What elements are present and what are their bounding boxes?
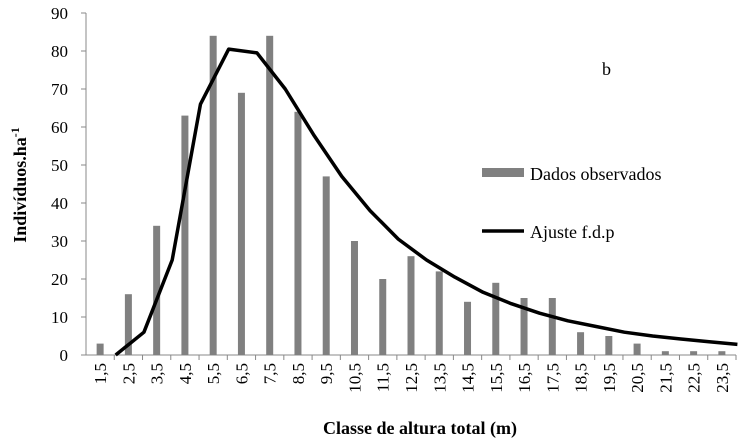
fit-line: [114, 47, 738, 357]
y-tick-label: 70: [51, 80, 68, 99]
x-tick-label: 21,5: [656, 363, 675, 393]
x-tick-label: 4,5: [176, 363, 195, 384]
x-tick-label: 20,5: [628, 363, 647, 393]
y-tick-label: 60: [51, 118, 68, 137]
x-tick-label: 13,5: [430, 363, 449, 393]
bar: [605, 336, 613, 355]
bar: [661, 351, 669, 355]
y-tick-label: 0: [60, 346, 69, 365]
y-tick-label: 90: [51, 4, 68, 23]
x-tick-label: 6,5: [232, 363, 251, 384]
x-tick-label: 1,5: [91, 363, 110, 384]
y-axis-label: Indivíduos.ha-1: [8, 127, 30, 243]
y-tick-label: 20: [51, 270, 68, 289]
bar: [577, 332, 585, 355]
bar: [520, 298, 528, 355]
bar: [294, 111, 302, 355]
x-tick-label: 8,5: [289, 363, 308, 384]
bar: [181, 115, 189, 355]
x-tick-label: 23,5: [713, 363, 732, 393]
bar: [209, 35, 217, 356]
y-tick-label: 50: [51, 156, 68, 175]
x-tick-label: 12,5: [402, 363, 421, 393]
y-axis-label-sup: -1: [8, 127, 22, 137]
x-tick-label: 14,5: [459, 363, 478, 393]
bar: [718, 351, 726, 355]
x-tick-label: 5,5: [204, 363, 223, 384]
x-tick-label: 10,5: [345, 363, 364, 393]
bar: [633, 343, 641, 355]
x-tick-label: 2,5: [119, 363, 138, 384]
y-tick-label: 10: [51, 308, 68, 327]
x-tick-label: 7,5: [261, 363, 280, 384]
legend-label: Ajuste f.d.p: [530, 222, 615, 242]
bar: [690, 351, 698, 355]
x-tick-label: 16,5: [515, 363, 534, 393]
x-tick-label: 9,5: [317, 363, 336, 384]
x-tick-label: 17,5: [543, 363, 562, 393]
bar: [464, 301, 472, 355]
x-tick-label: 18,5: [572, 363, 591, 393]
bar: [379, 279, 387, 355]
bar: [435, 271, 443, 355]
bar: [124, 294, 132, 355]
bar: [350, 241, 358, 355]
bar: [266, 35, 274, 356]
x-tick-label: 19,5: [600, 363, 619, 393]
legend-swatch: [482, 168, 524, 177]
bar: [96, 343, 104, 355]
y-tick-label: 80: [51, 42, 68, 61]
x-tick-label: 15,5: [487, 363, 506, 393]
x-axis-label: Classe de altura total (m): [323, 418, 517, 439]
x-tick-label: 3,5: [148, 363, 167, 384]
y-axis-label-main: Indivíduos.ha: [10, 137, 30, 243]
x-tick-label: 11,5: [374, 363, 393, 392]
bar: [153, 225, 161, 355]
annotation: b: [602, 59, 611, 79]
bar: [407, 256, 415, 355]
bar: [492, 282, 500, 355]
bar: [548, 298, 556, 355]
bar: [237, 92, 245, 356]
x-tick-label: 22,5: [685, 363, 704, 393]
y-tick-label: 40: [51, 194, 68, 213]
legend-label: Dados observados: [530, 164, 661, 184]
y-tick-label: 30: [51, 232, 68, 251]
bar: [322, 176, 330, 355]
